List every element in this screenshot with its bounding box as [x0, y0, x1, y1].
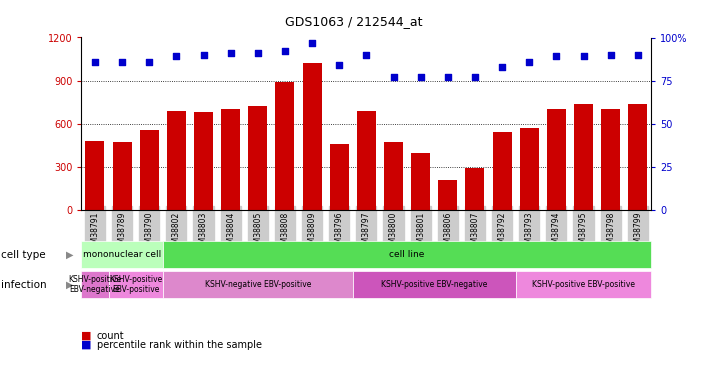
- Bar: [411, 153, 430, 210]
- Point: [307, 40, 318, 46]
- Text: ▶: ▶: [66, 250, 73, 259]
- Text: infection: infection: [1, 280, 46, 290]
- Point: [116, 58, 128, 64]
- Bar: [574, 104, 593, 210]
- Point: [89, 58, 101, 64]
- Text: KSHV-positive
EBV-positive: KSHV-positive EBV-positive: [109, 275, 162, 294]
- Point: [496, 64, 508, 70]
- Point: [578, 54, 589, 60]
- Bar: [438, 180, 457, 210]
- Text: mononuclear cell: mononuclear cell: [83, 250, 161, 259]
- Point: [225, 50, 236, 56]
- Point: [415, 74, 426, 80]
- Bar: [139, 129, 159, 210]
- Point: [442, 74, 453, 80]
- Point: [524, 58, 535, 64]
- Text: KSHV-positive EBV-negative: KSHV-positive EBV-negative: [381, 280, 487, 289]
- Bar: [330, 144, 349, 210]
- Point: [252, 50, 263, 56]
- Point: [632, 52, 644, 58]
- Text: ■: ■: [81, 340, 92, 350]
- Text: ▶: ▶: [66, 280, 73, 290]
- Bar: [249, 106, 268, 210]
- Text: cell line: cell line: [389, 250, 425, 259]
- Point: [469, 74, 481, 80]
- Point: [388, 74, 399, 80]
- Point: [198, 52, 210, 58]
- Text: cell type: cell type: [1, 250, 45, 259]
- Bar: [465, 168, 484, 210]
- Bar: [384, 142, 403, 210]
- Text: KSHV-positive
EBV-negative: KSHV-positive EBV-negative: [69, 275, 122, 294]
- Bar: [302, 63, 321, 210]
- Bar: [221, 110, 240, 210]
- Point: [333, 62, 345, 68]
- Point: [144, 58, 155, 64]
- Point: [279, 48, 291, 54]
- Bar: [113, 142, 132, 210]
- Text: percentile rank within the sample: percentile rank within the sample: [97, 340, 262, 350]
- Point: [605, 52, 616, 58]
- Text: count: count: [97, 331, 125, 340]
- Bar: [601, 110, 620, 210]
- Bar: [628, 104, 647, 210]
- Bar: [275, 82, 295, 210]
- Bar: [547, 110, 566, 210]
- Text: KSHV-positive EBV-positive: KSHV-positive EBV-positive: [532, 280, 635, 289]
- Point: [171, 54, 182, 60]
- Text: GDS1063 / 212544_at: GDS1063 / 212544_at: [285, 15, 423, 28]
- Bar: [357, 111, 376, 210]
- Bar: [86, 141, 105, 210]
- Bar: [493, 132, 512, 210]
- Text: KSHV-negative EBV-positive: KSHV-negative EBV-positive: [205, 280, 311, 289]
- Bar: [520, 128, 539, 210]
- Point: [360, 52, 372, 58]
- Bar: [167, 111, 186, 210]
- Text: ■: ■: [81, 331, 92, 340]
- Bar: [194, 112, 213, 210]
- Point: [551, 54, 562, 60]
